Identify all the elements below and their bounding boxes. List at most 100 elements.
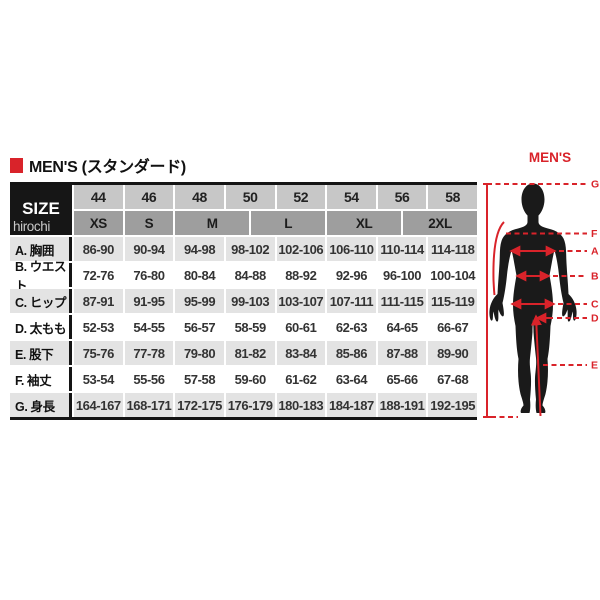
value-cell: 61-62 <box>276 367 326 391</box>
row-label-cell: B. ウエスト <box>10 260 72 293</box>
value-cell: 107-111 <box>327 289 376 313</box>
value-cell: 54-55 <box>124 315 174 339</box>
size-band-cell: M <box>175 211 250 235</box>
value-cell: 60-61 <box>276 315 326 339</box>
value-cell: 172-175 <box>175 393 224 417</box>
column-header-cell: 46 <box>124 185 174 209</box>
value-cell: 66-67 <box>428 315 477 339</box>
value-cell: 100-104 <box>428 263 477 287</box>
value-cell: 86-90 <box>74 237 123 261</box>
value-cell: 79-80 <box>175 341 224 365</box>
row-label-cell: G. 身長 <box>10 393 72 417</box>
value-cell: 98-102 <box>225 237 275 261</box>
value-cell: 85-86 <box>327 341 376 365</box>
value-cell: 59-60 <box>225 367 275 391</box>
value-cell: 77-78 <box>124 341 174 365</box>
value-cell: 87-88 <box>377 341 427 365</box>
measurement-figure: MEN'S <box>480 145 600 435</box>
value-cell: 64-65 <box>377 315 427 339</box>
row-label-cell: D. 太もも <box>10 315 72 339</box>
value-cell: 114-118 <box>428 237 477 261</box>
value-cell: 88-92 <box>276 263 326 287</box>
size-band-cell: S <box>124 211 174 235</box>
value-cell: 80-84 <box>175 263 224 287</box>
label-E: E <box>591 360 598 372</box>
body-silhouette-diagram: MEN'S <box>483 150 599 418</box>
label-G: G <box>591 179 599 191</box>
label-F: F <box>591 228 598 240</box>
label-D: D <box>591 313 599 325</box>
section-title: MEN'S (スタンダード) <box>10 154 186 176</box>
value-cell: 63-64 <box>327 367 376 391</box>
value-cell: 92-96 <box>327 263 376 287</box>
value-cell: 188-191 <box>377 393 427 417</box>
value-cell: 83-84 <box>276 341 326 365</box>
value-cell: 95-99 <box>175 289 224 313</box>
male-silhouette-icon <box>489 183 577 413</box>
value-cell: 110-114 <box>377 237 427 261</box>
sleeve-curve-line <box>492 221 505 296</box>
value-cell: 52-53 <box>74 315 123 339</box>
section-title-text: MEN'S (スタンダード) <box>29 159 186 176</box>
value-cell: 91-95 <box>124 289 174 313</box>
value-cell: 75-76 <box>74 341 123 365</box>
label-B: B <box>591 271 599 283</box>
measurement-lines <box>483 183 587 418</box>
size-table: SIZE hirochi 44 46 48 50 52 54 56 58 XS S M L XL 2XL A. … <box>10 182 477 420</box>
value-cell: 111-115 <box>377 289 427 313</box>
value-cell: 72-76 <box>74 263 123 287</box>
row-label-cell: C. ヒップ <box>10 289 72 313</box>
value-cell: 58-59 <box>225 315 275 339</box>
column-header-cell: 48 <box>175 185 224 209</box>
value-cell: 53-54 <box>74 367 123 391</box>
value-cell: 103-107 <box>276 289 326 313</box>
value-cell: 102-106 <box>276 237 326 261</box>
size-band-cell: 2XL <box>403 211 477 235</box>
value-cell: 164-167 <box>74 393 123 417</box>
column-header-cell: 54 <box>327 185 376 209</box>
label-A: A <box>591 246 599 258</box>
column-header-cell: 50 <box>225 185 275 209</box>
value-cell: 176-179 <box>225 393 275 417</box>
label-C: C <box>591 299 599 311</box>
value-cell: 57-58 <box>175 367 224 391</box>
size-label: SIZE <box>22 199 60 218</box>
column-header-cell: 52 <box>276 185 326 209</box>
value-cell: 180-183 <box>276 393 326 417</box>
value-cell: 89-90 <box>428 341 477 365</box>
value-cell: 55-56 <box>124 367 174 391</box>
value-cell: 76-80 <box>124 263 174 287</box>
row-label-cell: F. 袖丈 <box>10 367 72 391</box>
value-cell: 56-57 <box>175 315 224 339</box>
column-header-cell: 56 <box>377 185 427 209</box>
watermark-text: hirochi <box>13 219 50 234</box>
column-header-cell: 58 <box>428 185 477 209</box>
size-corner-cell: SIZE hirochi <box>10 185 72 235</box>
row-label-cell: A. 胸囲 <box>10 237 72 261</box>
value-cell: 115-119 <box>428 289 477 313</box>
value-cell: 184-187 <box>327 393 376 417</box>
value-cell: 96-100 <box>377 263 427 287</box>
value-cell: 67-68 <box>428 367 477 391</box>
size-band-cell: L <box>251 211 326 235</box>
value-cell: 99-103 <box>225 289 275 313</box>
value-cell: 65-66 <box>377 367 427 391</box>
value-cell: 192-195 <box>428 393 477 417</box>
value-cell: 90-94 <box>124 237 174 261</box>
value-cell: 84-88 <box>225 263 275 287</box>
row-label-cell: E. 股下 <box>10 341 72 365</box>
value-cell: 81-82 <box>225 341 275 365</box>
value-cell: 87-91 <box>74 289 123 313</box>
value-cell: 62-63 <box>327 315 376 339</box>
size-band-cell: XS <box>74 211 123 235</box>
value-cell: 168-171 <box>124 393 174 417</box>
value-cell: 94-98 <box>175 237 224 261</box>
figure-title: MEN'S <box>529 150 571 165</box>
value-cell: 106-110 <box>327 237 376 261</box>
inseam-vertical-line <box>530 314 542 417</box>
red-square-bullet-icon <box>10 157 23 173</box>
measurement-labels: G F A B C D E <box>591 179 599 372</box>
size-band-cell: XL <box>327 211 402 235</box>
column-header-cell: 44 <box>74 185 123 209</box>
